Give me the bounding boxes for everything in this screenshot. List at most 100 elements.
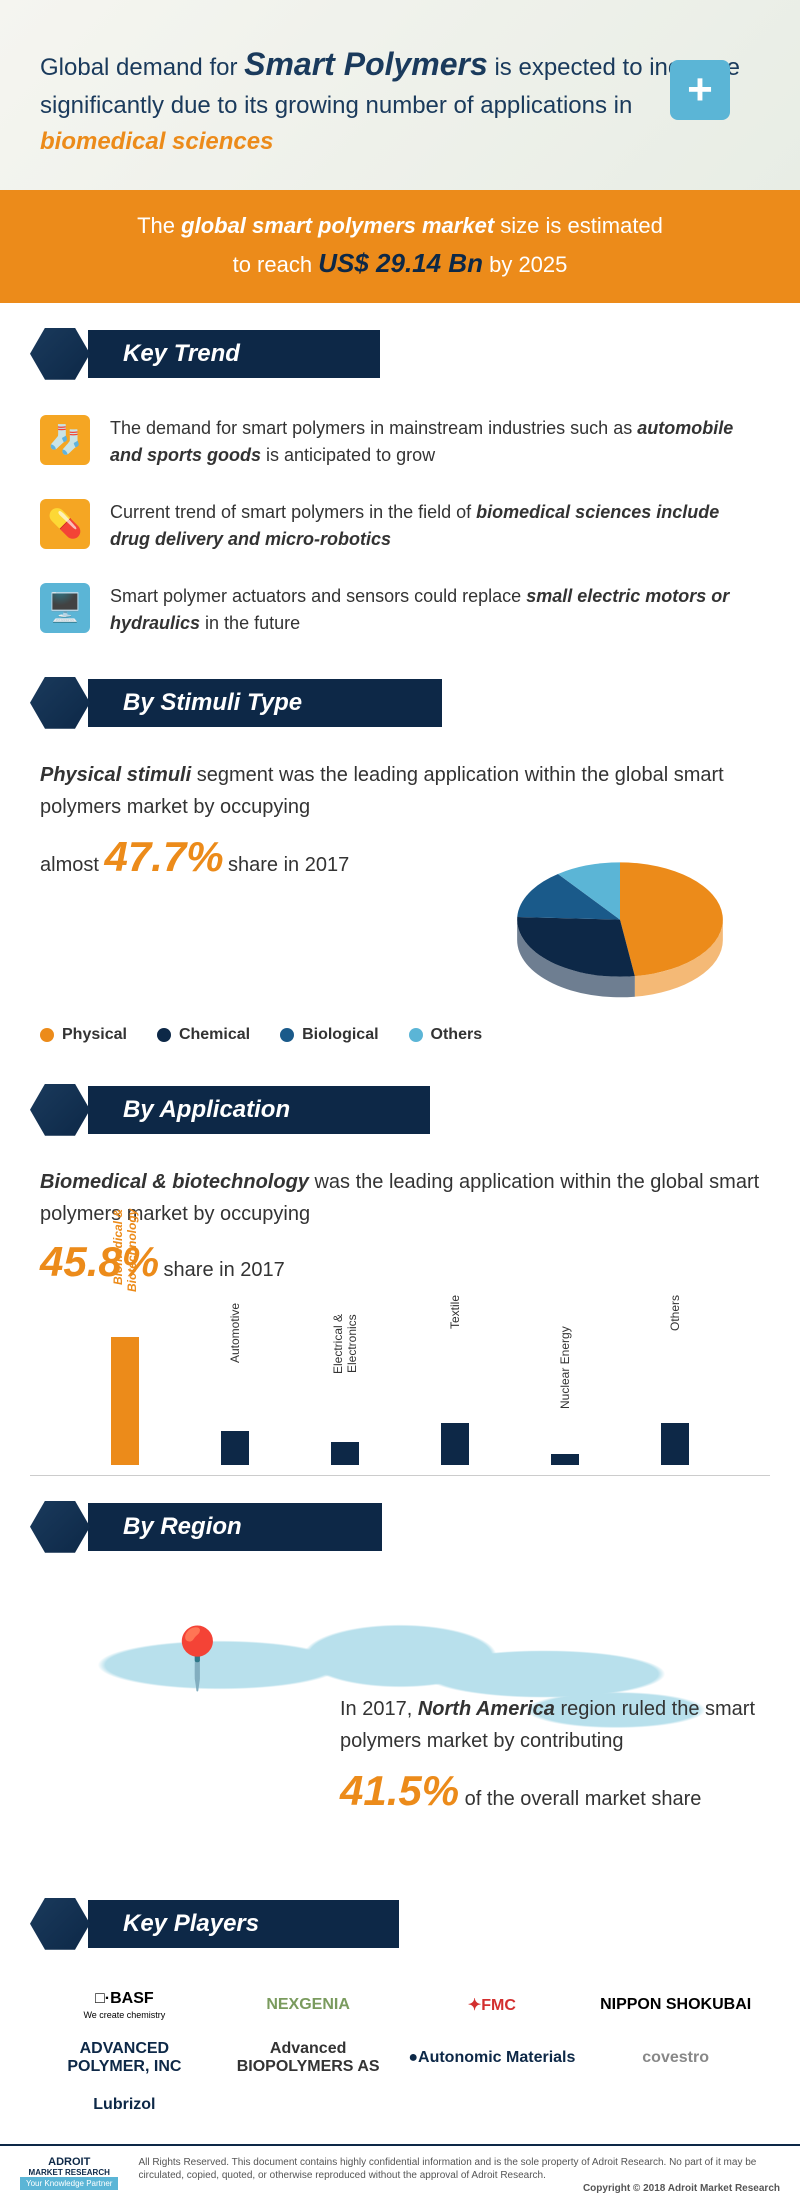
legend-dot [280, 1028, 294, 1042]
bar [441, 1423, 469, 1465]
section-header-region: By Region [30, 1501, 800, 1553]
player-logo: Lubrizol [40, 2096, 209, 2114]
region-percent: 41.5% [340, 1767, 459, 1814]
footer-logo-sub: MARKET RESEARCH [29, 2168, 110, 2177]
footer-copyright: Copyright © 2018 Adroit Market Research [138, 2182, 780, 2195]
section-header-players: Key Players [30, 1898, 800, 1950]
banner-post: by 2025 [489, 252, 567, 277]
bar [111, 1337, 139, 1465]
monitor-icon: 🖥️ [40, 583, 90, 633]
bar-label: Textile [448, 1295, 462, 1415]
legend-label: Physical [62, 1026, 127, 1044]
bar [551, 1454, 579, 1465]
player-logo: NIPPON SHOKUBAI [591, 1996, 760, 2014]
footer-logo-name: ADROIT [48, 2156, 90, 2168]
bar [331, 1442, 359, 1464]
region-pre: In 2017, [340, 1698, 418, 1720]
header-section: Global demand for Smart Polymers is expe… [0, 0, 800, 190]
banner-pre: The [137, 213, 175, 238]
player-logo: covestro [591, 2049, 760, 2067]
section-title-region: By Region [88, 1503, 382, 1551]
legend-item: Physical [40, 1026, 127, 1044]
trend-item: 🧦 The demand for smart polymers in mains… [0, 400, 800, 484]
bar-label: Electrical & Electronics [331, 1314, 359, 1434]
player-name: ●Autonomic Materials [408, 2049, 575, 2067]
drug-icon: 💊 [40, 499, 90, 549]
players-grid: □·BASF We create chemistry NEXGENIA ✦FMC NIP… [0, 1970, 800, 2144]
hexagon-icon [30, 328, 90, 380]
legend-label: Chemical [179, 1026, 250, 1044]
section-title-application: By Application [88, 1086, 430, 1134]
trend-text: Current trend of smart polymers in the f… [110, 499, 760, 553]
banner-mid: size is estimated [500, 213, 663, 238]
player-name: □·BASF [95, 1990, 154, 2008]
banner-value: US$ 29.14 Bn [318, 248, 483, 278]
section-header-trend: Key Trend [30, 328, 800, 380]
banner-italic: global smart polymers market [181, 213, 494, 238]
player-logo: □·BASF We create chemistry [40, 1990, 209, 2020]
bar-column: Others [640, 1295, 710, 1465]
region-text: In 2017, North America region ruled the … [340, 1693, 760, 1824]
player-name: Lubrizol [93, 2096, 155, 2114]
medical-cross-icon [670, 60, 730, 120]
section-title-stimuli: By Stimuli Type [88, 679, 442, 727]
legend-label: Biological [302, 1026, 378, 1044]
footer: ADROIT MARKET RESEARCH Your Knowledge Pa… [0, 2144, 800, 2205]
player-name: ADVANCED POLYMER, INC [40, 2040, 209, 2076]
player-logo: ●Autonomic Materials [408, 2049, 577, 2067]
legend-item: Chemical [157, 1026, 250, 1044]
bar-column: Electrical & Electronics [310, 1314, 380, 1464]
market-size-banner: The global smart polymers market size is… [0, 190, 800, 303]
hexagon-icon [30, 1501, 90, 1553]
footer-rights: All Rights Reserved. This document conta… [138, 2156, 780, 2195]
trend-text: The demand for smart polymers in mainstr… [110, 415, 760, 469]
trends-list: 🧦 The demand for smart polymers in mains… [0, 400, 800, 652]
stimuli-percent: 47.7% [104, 833, 223, 880]
bar-label: Biomedical & Biotechnology [111, 1209, 139, 1329]
player-name: ✦FMC [468, 1995, 516, 2015]
section-title-players: Key Players [88, 1900, 399, 1948]
stimuli-post: share in 2017 [228, 854, 349, 876]
player-logo: Advanced BIOPOLYMERS AS [224, 2040, 393, 2076]
section-title-trend: Key Trend [88, 330, 380, 378]
legend-label: Others [431, 1026, 483, 1044]
socks-icon: 🧦 [40, 415, 90, 465]
section-header-application: By Application [30, 1084, 800, 1136]
trend-text: Smart polymer actuators and sensors coul… [110, 583, 760, 637]
bar-column: Nuclear Energy [530, 1326, 600, 1465]
footer-tagline: Your Knowledge Partner [20, 2177, 118, 2190]
player-name: Advanced BIOPOLYMERS AS [224, 2040, 393, 2076]
player-logo: ADVANCED POLYMER, INC [40, 2040, 209, 2076]
pie-chart [500, 851, 740, 1011]
pie-legend: Physical Chemical Biological Others [0, 1011, 800, 1059]
header-title: Smart Polymers [244, 46, 488, 82]
trend-item: 🖥️ Smart polymer actuators and sensors c… [0, 568, 800, 652]
map-pin-icon: 📍 [160, 1623, 235, 1694]
player-logo: NEXGENIA [224, 1996, 393, 2014]
legend-dot [157, 1028, 171, 1042]
banner-mid2: to reach [233, 252, 313, 277]
header-text: Global demand for Smart Polymers is expe… [40, 40, 760, 160]
stimuli-almost: almost [40, 854, 104, 876]
footer-logo: ADROIT MARKET RESEARCH Your Knowledge Pa… [20, 2156, 118, 2195]
infographic-root: Global demand for Smart Polymers is expe… [0, 0, 800, 2205]
bar-label: Others [668, 1295, 682, 1415]
bar-column: Automotive [200, 1303, 270, 1465]
legend-item: Others [409, 1026, 483, 1044]
region-post: of the overall market share [465, 1788, 702, 1810]
app-post: share in 2017 [164, 1259, 285, 1281]
trend-item: 💊 Current trend of smart polymers in the… [0, 484, 800, 568]
legend-dot [409, 1028, 423, 1042]
bar [221, 1431, 249, 1465]
app-bold: Biomedical & biotechnology [40, 1171, 309, 1193]
header-bio: biomedical sciences [40, 128, 273, 155]
player-name: NEXGENIA [266, 1996, 350, 2014]
player-sub: We create chemistry [83, 2010, 165, 2020]
region-bold: North America [418, 1698, 555, 1720]
bar-chart: Biomedical & Biotechnology Automotive El… [30, 1296, 770, 1476]
section-header-stimuli: By Stimuli Type [30, 677, 800, 729]
stimuli-text: Physical stimuli segment was the leading… [40, 759, 760, 823]
footer-rights-text: All Rights Reserved. This document conta… [138, 2156, 780, 2182]
player-logo: ✦FMC [408, 1995, 577, 2015]
header-pre: Global demand for [40, 54, 237, 81]
